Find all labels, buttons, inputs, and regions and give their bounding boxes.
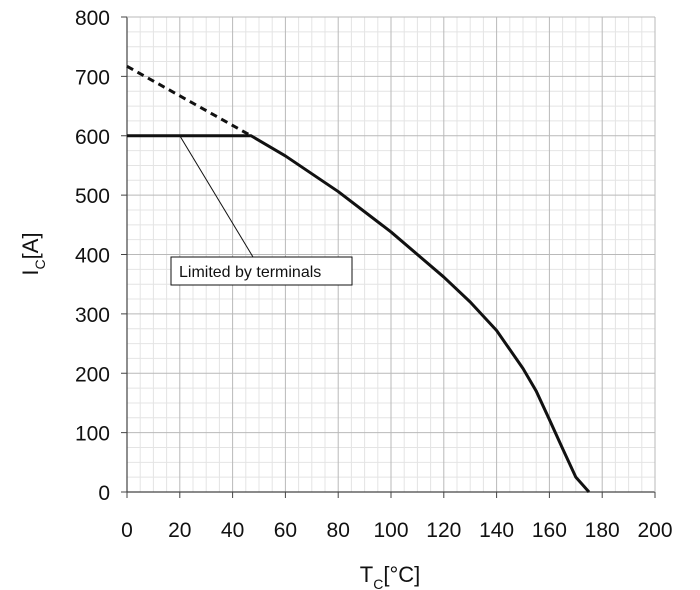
x-tick-label-200: 200 — [637, 519, 672, 542]
x-tick-label-100: 100 — [373, 519, 408, 542]
x-tick-label-160: 160 — [532, 519, 567, 542]
x-tick-label-60: 60 — [274, 519, 297, 542]
y-axis-title-subscript: C — [32, 259, 48, 269]
annotation-box — [170, 256, 353, 286]
x-tick-label-40: 40 — [221, 519, 244, 542]
y-tick-label-500: 500 — [75, 185, 110, 208]
y-tick-label-700: 700 — [75, 66, 110, 89]
x-tick-label-80: 80 — [327, 519, 350, 542]
y-tick-label-800: 800 — [75, 7, 110, 30]
annotation: Limited by terminals — [170, 135, 353, 286]
y-axis-title-main: I — [18, 269, 43, 275]
x-tick-label-20: 20 — [168, 519, 191, 542]
x-tick-label-140: 140 — [479, 519, 514, 542]
series-lines — [126, 64, 591, 493]
current-derating-line — [127, 134, 591, 493]
grid — [126, 16, 656, 493]
y-tick-label-300: 300 — [75, 304, 110, 327]
x-axis-title-subscript: C — [373, 576, 383, 590]
x-axis-title: TC[°C] — [360, 562, 421, 590]
x-axis-title-unit: [°C] — [383, 562, 420, 587]
y-tick-label-100: 100 — [75, 423, 110, 446]
y-tick-label-600: 600 — [75, 126, 110, 149]
tick-labels: 0 20 40 60 80 100 120 140 160 180 200 0 100 200 300 400… — [75, 7, 673, 542]
y-tick-label-400: 400 — [75, 245, 110, 268]
x-tick-label-120: 120 — [426, 519, 461, 542]
axes — [121, 16, 656, 498]
x-tick-label-0: 0 — [121, 519, 133, 542]
x-axis-title-main: T — [360, 562, 373, 587]
annotation-leader-line — [179, 135, 254, 258]
y-axis-title: IC[A] — [18, 232, 48, 275]
x-tick-label-180: 180 — [585, 519, 620, 542]
annotation-label: Limited by terminals — [179, 264, 321, 281]
y-tick-label-200: 200 — [75, 363, 110, 386]
y-tick-label-0: 0 — [98, 482, 110, 505]
y-axis-title-unit: [A] — [18, 232, 43, 259]
